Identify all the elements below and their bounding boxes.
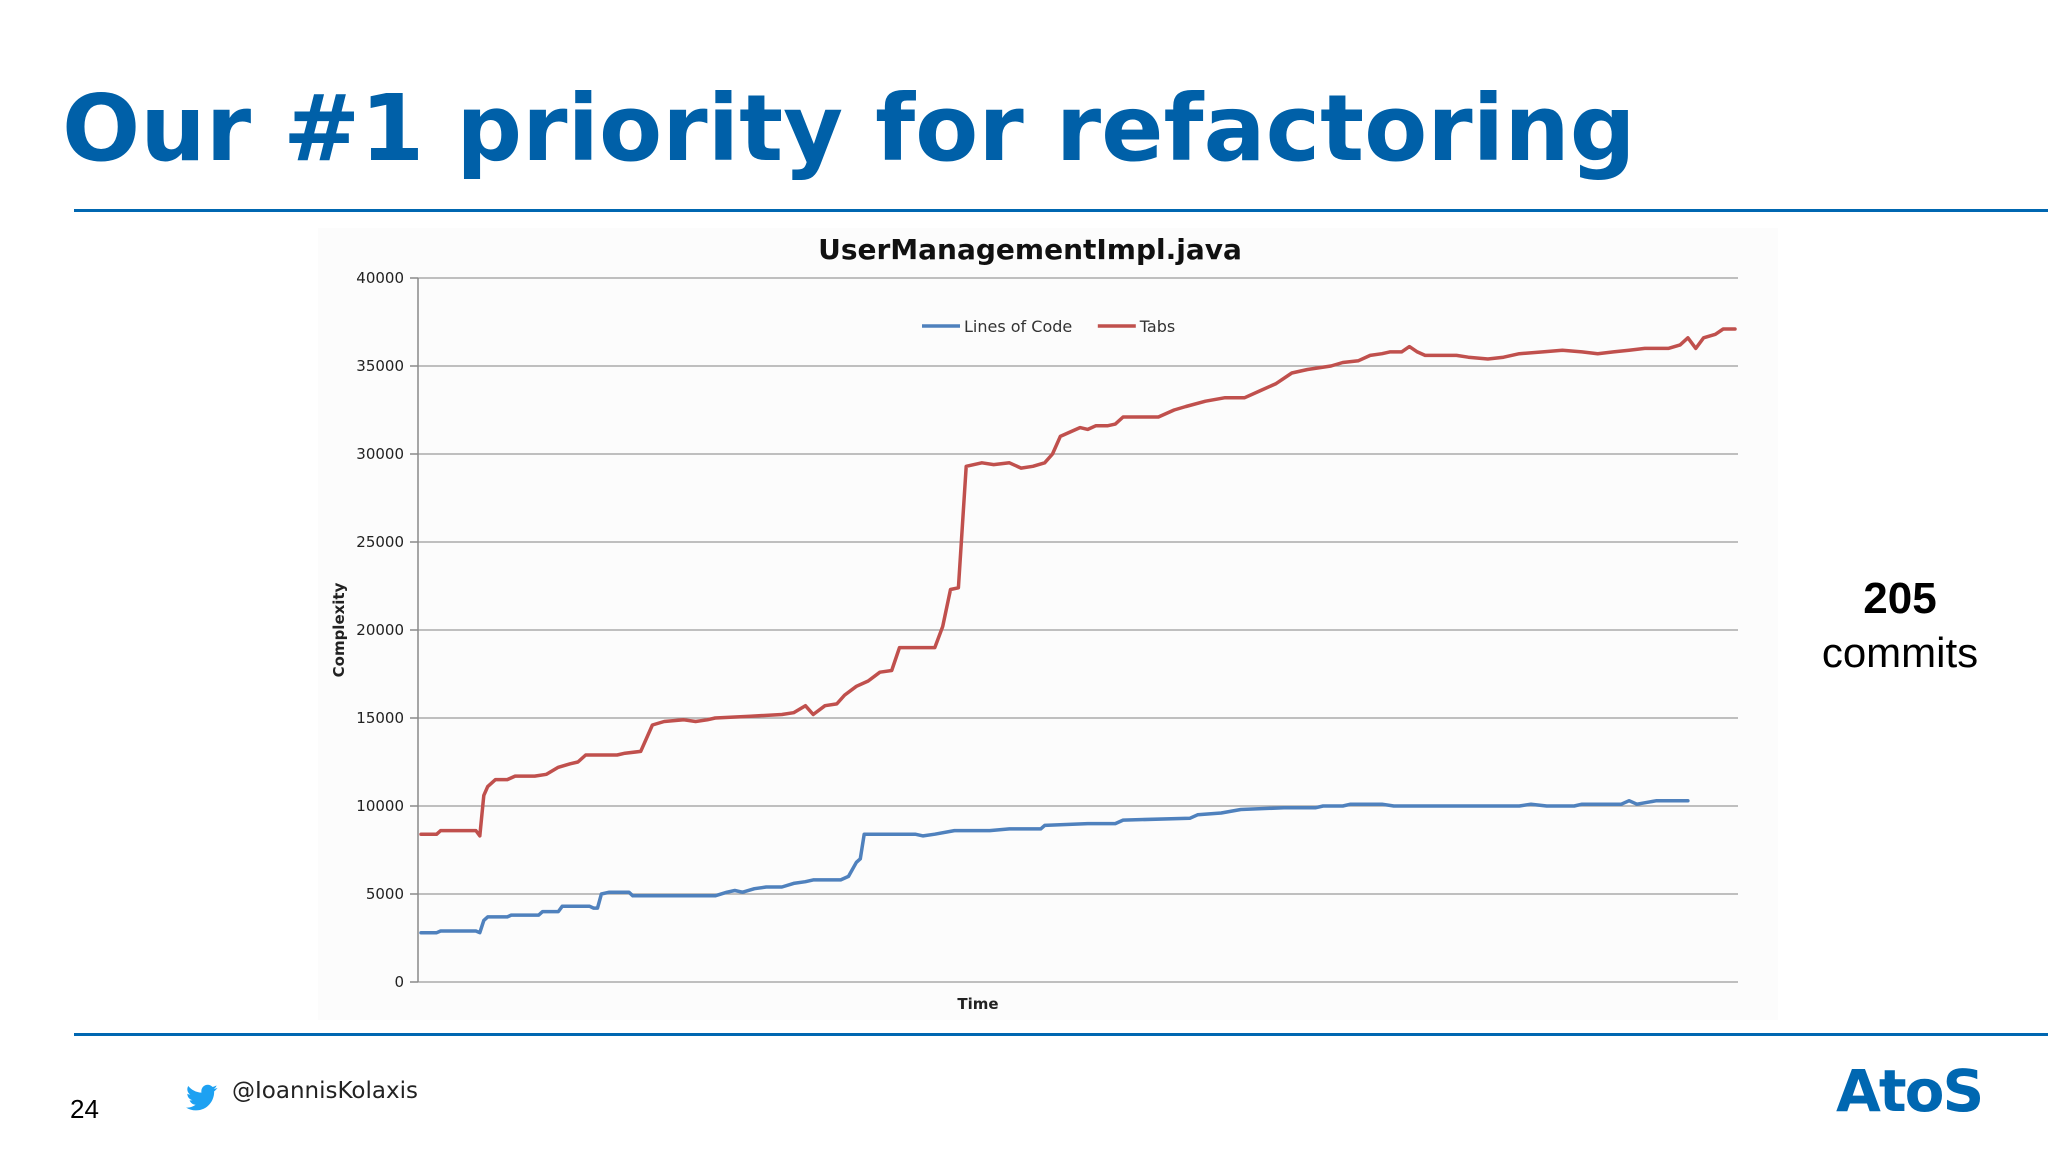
y-tick-label: 10000 — [356, 797, 404, 815]
y-tick-label: 35000 — [356, 357, 404, 375]
commit-count-callout: 205 commits — [1790, 572, 2010, 680]
y-axis-label: Complexity — [330, 582, 348, 677]
title-divider — [74, 209, 2048, 212]
page-number: 24 — [70, 1094, 99, 1124]
series-line-tabs — [419, 327, 1737, 838]
legend-label: Lines of Code — [964, 317, 1072, 336]
chart-legend: Lines of Code Tabs — [922, 317, 1175, 336]
y-axis-tick-labels: 0 5000 10000 15000 20000 25000 30000 35000 40000 — [356, 269, 404, 991]
chart-background — [318, 228, 1778, 1020]
y-tick-label: 25000 — [356, 533, 404, 551]
series-line-lines-of-code — [419, 798, 1690, 935]
y-tick-label: 15000 — [356, 709, 404, 727]
twitter-bird-icon — [186, 1084, 218, 1111]
chart-gridlines — [410, 277, 1738, 983]
chart-series — [419, 327, 1737, 935]
slide-title: Our #1 priority for refactoring — [62, 75, 1636, 182]
legend-label: Tabs — [1139, 317, 1175, 336]
chart-title: UserManagementImpl.java — [818, 233, 1242, 266]
y-tick-label: 5000 — [366, 885, 404, 903]
y-tick-label: 20000 — [356, 621, 404, 639]
commit-count-label: commits — [1821, 629, 1979, 676]
y-tick-label: 0 — [394, 973, 404, 991]
footer-divider — [74, 1033, 2048, 1036]
y-tick-label: 40000 — [356, 269, 404, 287]
y-tick-label: 30000 — [356, 445, 404, 463]
x-axis-label: Time — [957, 995, 998, 1013]
twitter-handle: @IoannisKolaxis — [232, 1078, 418, 1104]
atos-logo: AtoS — [1836, 1057, 1984, 1125]
commit-count: 205 — [1863, 574, 1937, 623]
line-chart: UserManagementImpl.java 0 5000 10000 15000 2… — [318, 228, 1778, 1020]
twitter-credit: @IoannisKolaxis — [186, 1070, 418, 1112]
